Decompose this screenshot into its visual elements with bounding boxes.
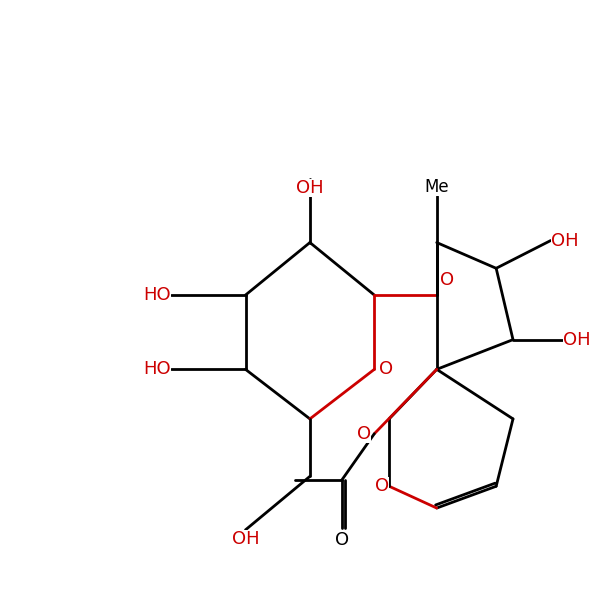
Text: O: O <box>379 361 393 379</box>
Text: HO: HO <box>143 361 171 379</box>
Text: HO: HO <box>143 286 171 304</box>
Text: O: O <box>357 425 371 443</box>
Text: O: O <box>375 477 389 495</box>
Text: O: O <box>440 271 454 289</box>
Text: O: O <box>335 531 349 549</box>
Text: OH: OH <box>296 179 324 197</box>
Text: OH: OH <box>563 331 590 349</box>
Text: Me: Me <box>424 178 449 196</box>
Text: OH: OH <box>232 530 259 548</box>
Text: OH: OH <box>551 232 578 250</box>
